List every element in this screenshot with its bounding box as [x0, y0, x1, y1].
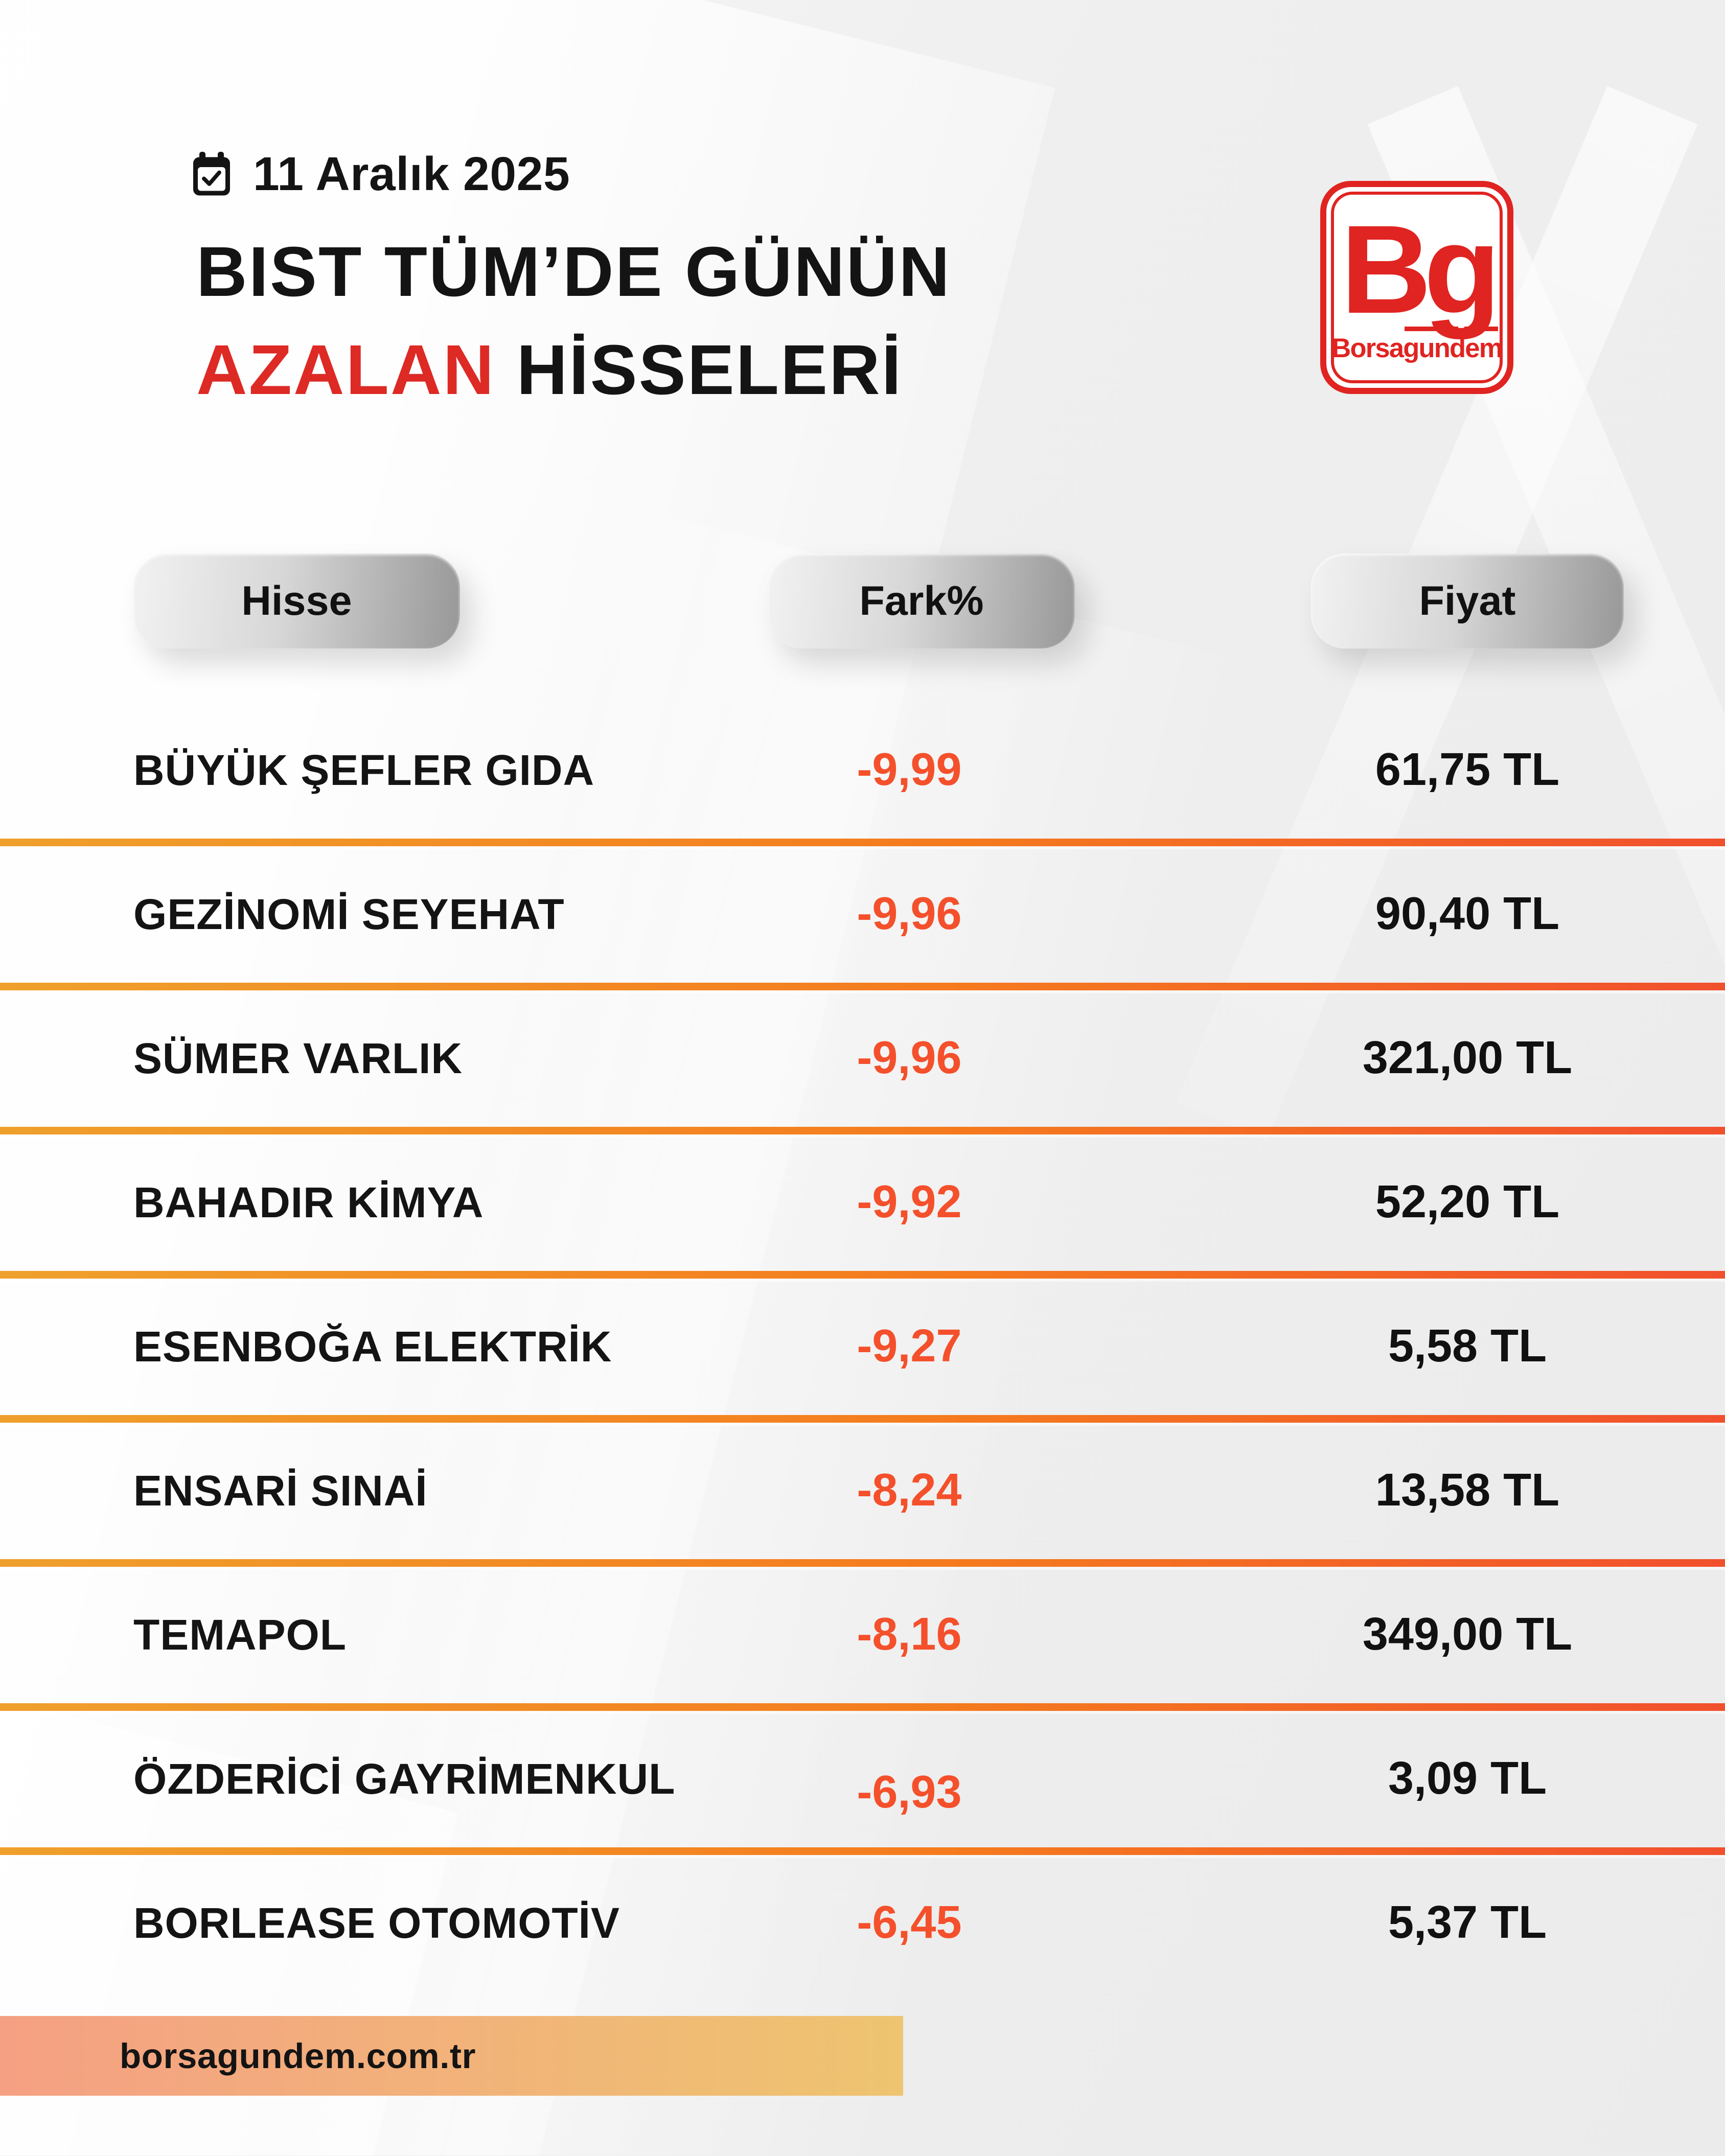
- table-row: BORLEASE OTOMOTİV -6,45 5,37 TL: [0, 1855, 1725, 1991]
- title-highlight: AZALAN: [196, 330, 496, 409]
- page-title: BIST TÜM’DE GÜNÜN AZALAN HİSSELERİ: [196, 222, 951, 419]
- logo-wordmark: Borsagundem: [1331, 327, 1503, 365]
- column-header-hisse: Hisse: [133, 553, 460, 648]
- row-divider: [0, 1271, 1725, 1279]
- stock-name: ESENBOĞA ELEKTRİK: [133, 1322, 612, 1370]
- column-header-fark: Fark%: [768, 553, 1075, 648]
- price: 13,58 TL: [1375, 1465, 1560, 1516]
- date-text: 11 Aralık 2025: [253, 147, 570, 201]
- change-percent: -9,92: [857, 1176, 962, 1227]
- table-row: SÜMER VARLIK -9,96 321,00 TL: [0, 990, 1725, 1127]
- stock-name: BAHADIR KİMYA: [133, 1178, 484, 1226]
- change-percent: -9,99: [857, 744, 962, 795]
- row-divider: [0, 839, 1725, 846]
- change-percent: -6,93: [857, 1767, 962, 1818]
- stock-name: ÖZDERİCİ GAYRİMENKUL: [133, 1754, 676, 1802]
- date-badge: 11 Aralık 2025: [192, 147, 570, 202]
- row-divider: [0, 1847, 1725, 1855]
- logo-monogram: Bg: [1341, 200, 1501, 340]
- website-link[interactable]: borsagundem.com.tr: [120, 2035, 476, 2075]
- table-row: ÖZDERİCİ GAYRİMENKUL -6,93 3,09 TL: [0, 1711, 1725, 1847]
- row-divider: [0, 983, 1725, 990]
- price: 90,40 TL: [1375, 888, 1560, 939]
- stock-name: GEZİNOMİ SEYEHAT: [133, 890, 565, 938]
- row-divider: [0, 1703, 1725, 1711]
- borsagundem-logo: Bg Borsagundem: [1320, 181, 1513, 394]
- calendar-check-icon: [193, 152, 230, 196]
- footer-bar: borsagundem.com.tr: [0, 2016, 903, 2096]
- price: 5,37 TL: [1388, 1897, 1547, 1948]
- table-rows: BÜYÜK ŞEFLER GIDA -9,99 61,75 TL GEZİNOM…: [0, 702, 1725, 1991]
- row-divider: [0, 1127, 1725, 1134]
- table-row: TEMAPOL -8,16 349,00 TL: [0, 1567, 1725, 1703]
- change-percent: -6,45: [857, 1897, 962, 1948]
- table-row: BAHADIR KİMYA -9,92 52,20 TL: [0, 1134, 1725, 1271]
- column-header-fiyat: Fiyat: [1311, 553, 1624, 648]
- title-line2-rest: HİSSELERİ: [495, 330, 903, 409]
- change-percent: -8,16: [857, 1609, 962, 1660]
- logo-overline-1: [1405, 327, 1458, 332]
- table-row: GEZİNOMİ SEYEHAT -9,96 90,40 TL: [0, 846, 1725, 983]
- stock-name: ENSARİ SINAİ: [133, 1466, 428, 1514]
- table-row: ESENBOĞA ELEKTRİK -9,27 5,58 TL: [0, 1279, 1725, 1415]
- change-percent: -9,96: [857, 888, 962, 939]
- logo-inner-frame: Bg Borsagundem: [1331, 192, 1503, 383]
- table-row: ENSARİ SINAİ -8,24 13,58 TL: [0, 1423, 1725, 1559]
- price: 52,20 TL: [1375, 1176, 1560, 1227]
- stock-name: BÜYÜK ŞEFLER GIDA: [133, 746, 595, 794]
- price: 3,09 TL: [1388, 1753, 1547, 1804]
- price: 5,58 TL: [1388, 1320, 1547, 1372]
- stock-name: SÜMER VARLIK: [133, 1034, 463, 1082]
- title-line1: BIST TÜM’DE GÜNÜN: [196, 231, 951, 311]
- row-divider: [0, 1415, 1725, 1423]
- change-percent: -8,24: [857, 1465, 962, 1516]
- change-percent: -9,96: [857, 1032, 962, 1083]
- price: 61,75 TL: [1375, 744, 1560, 795]
- change-percent: -9,27: [857, 1320, 962, 1372]
- stock-name: BORLEASE OTOMOTİV: [133, 1898, 620, 1946]
- stock-name: TEMAPOL: [133, 1610, 347, 1658]
- table-row: BÜYÜK ŞEFLER GIDA -9,99 61,75 TL: [0, 702, 1725, 839]
- price: 321,00 TL: [1362, 1032, 1573, 1083]
- logo-overline-2: [1464, 327, 1499, 332]
- price: 349,00 TL: [1362, 1609, 1573, 1660]
- row-divider: [0, 1559, 1725, 1567]
